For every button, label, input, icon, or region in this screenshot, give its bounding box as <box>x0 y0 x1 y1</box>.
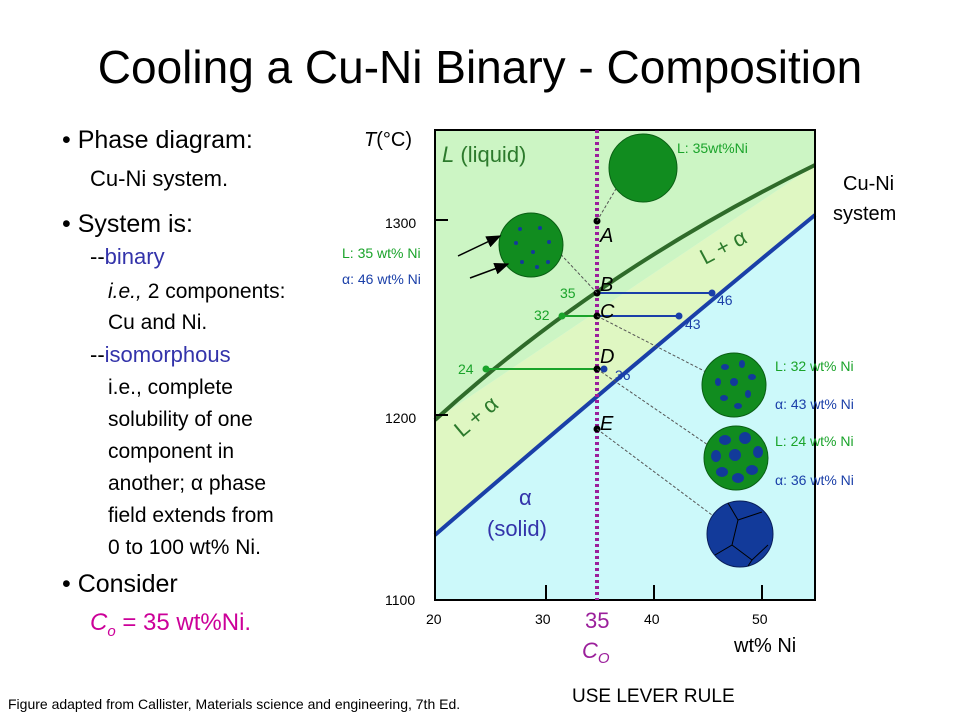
solidus-curve <box>433 213 817 537</box>
x-tick-label-20: 20 <box>426 611 442 627</box>
co-symbol: C <box>90 609 108 636</box>
co-value-label: 35 <box>585 608 609 633</box>
annotation-d-alpha: α: 36 wt% Ni <box>775 472 854 488</box>
value-36: 36 <box>615 367 631 383</box>
liquid-label: L (liquid) <box>442 142 526 167</box>
annotation-a: L: 35wt%Ni <box>677 140 748 156</box>
connector-e <box>596 428 713 516</box>
x-tick-label-40: 40 <box>644 611 660 627</box>
point-46 <box>708 289 716 297</box>
micrograph-e-grain-boundaries <box>714 502 769 567</box>
phase-diagram-sub: Cu-Ni system. <box>90 166 229 191</box>
iso-word: isomorphous <box>104 342 231 367</box>
y-axis-label: T(°C) <box>364 129 412 151</box>
annotation-b-liquid: L: 35 wt% Ni <box>342 245 421 261</box>
bullet-system-is: • System is: <box>62 210 193 238</box>
solid-label: (solid) <box>487 516 547 541</box>
isomorphous-line: --isomorphous <box>90 342 231 368</box>
point-36 <box>600 365 608 373</box>
isomorphous-line-1: i.e., complete <box>108 376 233 399</box>
bullet-consider: • Consider <box>62 570 178 598</box>
arrow-alpha-composition <box>469 263 510 279</box>
slide-title: Cooling a Cu-Ni Binary - Composition <box>97 41 863 93</box>
co-statement: Co = 35 wt%Ni. <box>90 609 251 640</box>
annotation-c-alpha: α: 43 wt% Ni <box>775 396 854 412</box>
isomorphous-line-2: solubility of one <box>108 408 253 431</box>
isomorphous-line-4: another; α phase <box>108 472 267 495</box>
connector-d <box>596 368 709 446</box>
binary-cu-ni: Cu and Ni. <box>108 311 208 334</box>
axes-frame <box>434 129 816 601</box>
x-tick-label-30: 30 <box>535 611 551 627</box>
micrograph-b <box>498 212 564 278</box>
annotation-c-liquid: L: 32 wt% Ni <box>775 358 854 374</box>
micrograph-a <box>608 133 678 203</box>
figure-credit: Figure adapted from Callister, Materials… <box>8 696 461 712</box>
binary-word: binary <box>104 244 165 269</box>
two-phase-region <box>435 165 815 535</box>
co-value: = 35 wt%Ni. <box>115 609 252 636</box>
label-a: A <box>599 225 613 247</box>
y-tick-label-1200: 1200 <box>385 410 416 426</box>
arrow-liquid-composition <box>457 235 502 257</box>
liquidus-curve <box>433 163 816 422</box>
x-axis-label: wt% Ni <box>733 635 796 657</box>
value-43: 43 <box>685 316 701 332</box>
ie-italic: i.e., <box>108 280 142 303</box>
point-32 <box>558 312 566 320</box>
connector-c <box>596 315 713 376</box>
point-24 <box>482 365 490 373</box>
binary-ie-rest: 2 components: <box>141 280 286 303</box>
iso-dash: -- <box>90 342 105 367</box>
annotation-b-alpha: α: 46 wt% Ni <box>342 271 421 287</box>
binary-ie-line: i.e., 2 components: <box>108 280 285 304</box>
isomorphous-line-6: 0 to 100 wt% Ni. <box>108 536 261 559</box>
micrograph-e <box>706 500 774 568</box>
label-d: D <box>600 346 614 368</box>
micrograph-b-nuclei <box>514 226 551 269</box>
connector-b <box>551 244 598 294</box>
y-tick-label-1300: 1300 <box>385 215 416 231</box>
value-24: 24 <box>458 361 474 377</box>
value-35: 35 <box>560 285 576 301</box>
label-e: E <box>600 413 614 435</box>
micrograph-c-grains <box>715 360 756 409</box>
label-c: C <box>600 301 615 323</box>
isomorphous-line-5: field extends from <box>108 504 274 527</box>
system-label-line1: Cu-Ni <box>843 173 894 195</box>
system-label-line2: system <box>833 203 896 225</box>
binary-dash: -- <box>90 244 105 269</box>
co-subscript: o <box>107 622 116 640</box>
isomorphous-line-3: component in <box>108 440 235 463</box>
co-axis-symbol: CO <box>582 638 610 667</box>
value-32: 32 <box>534 307 550 323</box>
y-tick-label-1100: 1100 <box>385 592 415 608</box>
label-b: B <box>600 274 613 296</box>
value-46: 46 <box>717 292 733 308</box>
bullet-phase-diagram: • Phase diagram: <box>62 126 253 154</box>
micrograph-d-grains <box>711 432 763 483</box>
binary-line: --binary <box>90 244 165 270</box>
annotation-d-liquid: L: 24 wt% Ni <box>775 433 854 449</box>
point-43 <box>675 312 683 320</box>
x-tick-label-50: 50 <box>752 611 768 627</box>
lever-rule-note: USE LEVER RULE <box>572 686 735 707</box>
alpha-symbol-label: α <box>519 485 532 510</box>
